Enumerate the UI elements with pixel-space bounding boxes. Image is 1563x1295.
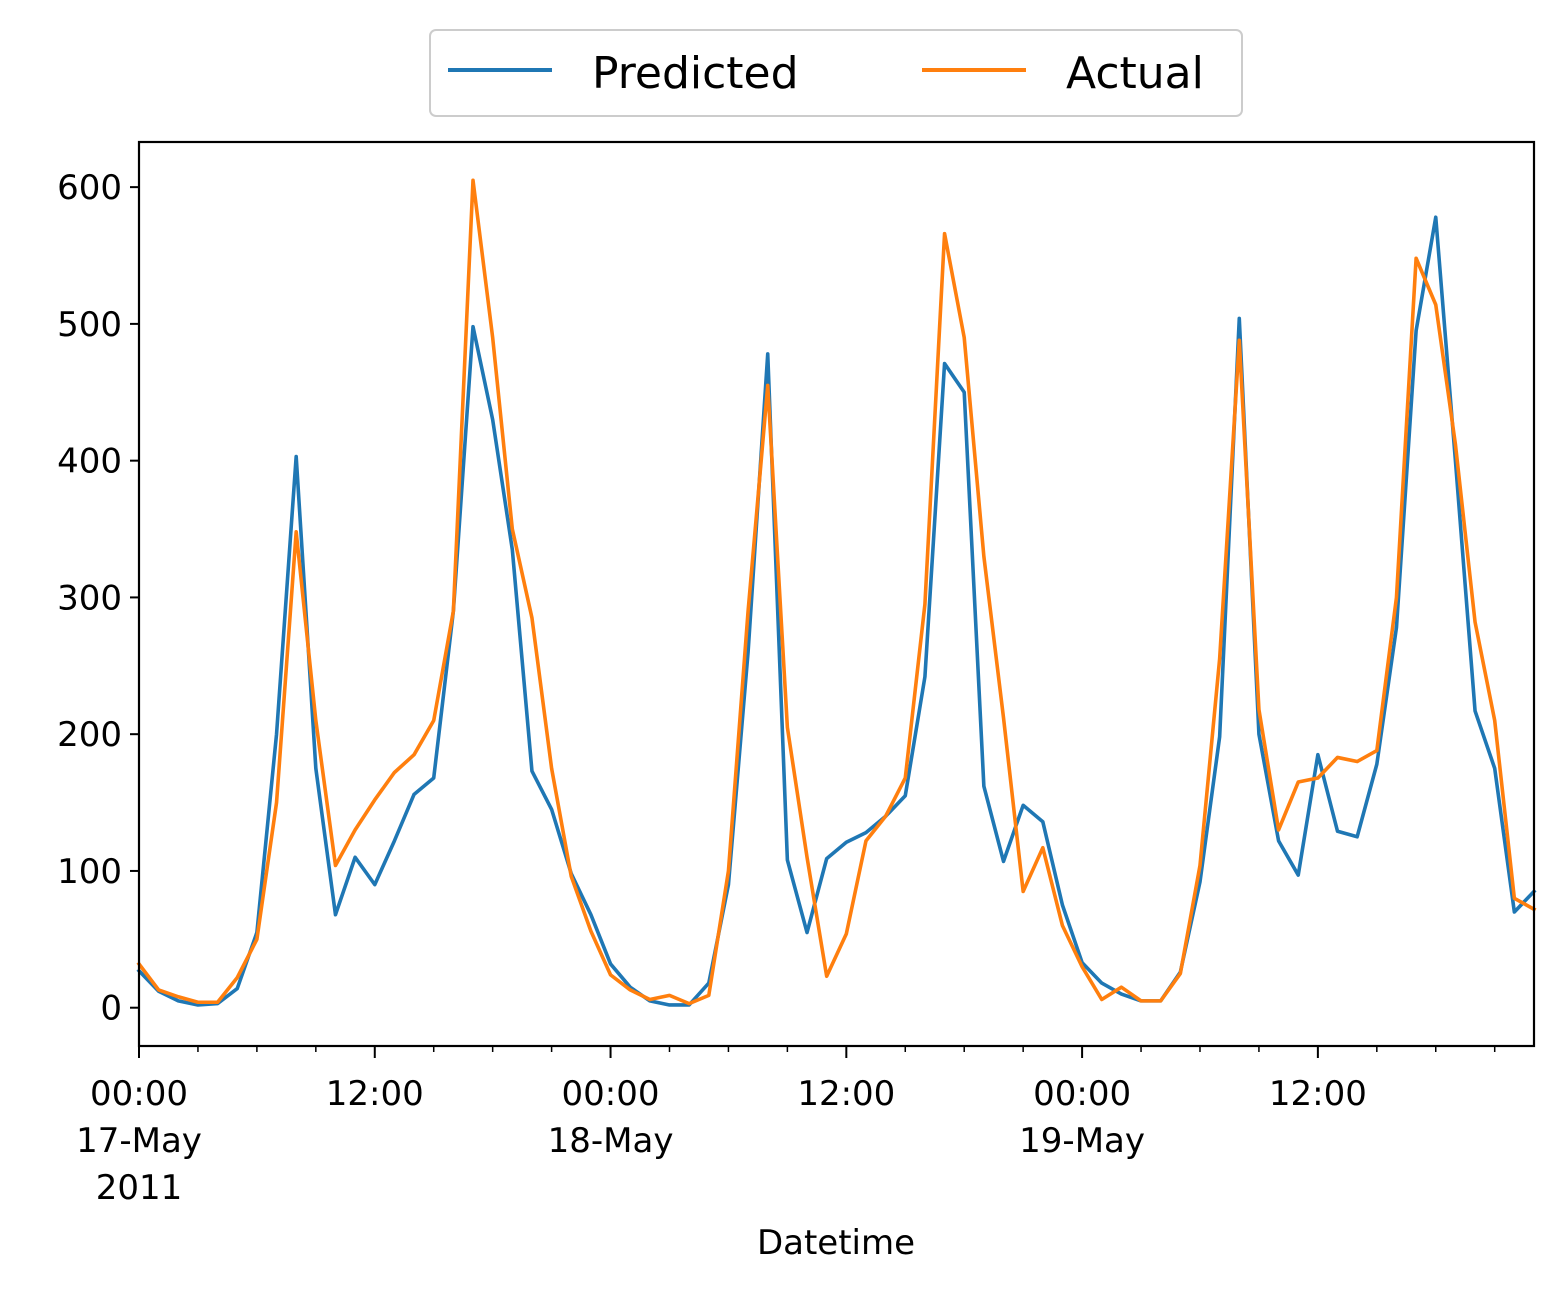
y-tick-label-500: 500 (57, 305, 122, 345)
x-axis-label: Datetime (757, 1223, 915, 1263)
y-axis: 0 100 200 300 400 500 600 (57, 168, 139, 1029)
x-axis: 00:00 17-May 2011 12:00 00:00 18-May 12:00 00:0… (76, 1046, 1496, 1208)
series-layer (136, 178, 1537, 1007)
x-tick-label-4-1: 19-May (1019, 1121, 1145, 1161)
legend-label-actual: Actual (1066, 48, 1204, 99)
y-tick-label-300: 300 (57, 578, 122, 618)
x-tick-label-0-2: 2011 (96, 1168, 183, 1208)
y-tick-label-600: 600 (57, 168, 122, 208)
x-tick-label-5-0: 12:00 (1269, 1074, 1367, 1114)
x-tick-label-0-1: 17-May (76, 1121, 202, 1161)
x-tick-label-1-0: 12:00 (326, 1074, 424, 1114)
series-line-predicted (136, 215, 1537, 1007)
y-tick-label-100: 100 (57, 852, 122, 892)
legend-box (429, 29, 1243, 117)
x-tick-label-0-0: 00:00 (90, 1074, 188, 1114)
x-tick-label-2-0: 00:00 (562, 1074, 660, 1114)
plot-area-frame (137, 140, 1536, 1048)
series-line-actual (136, 178, 1537, 1006)
x-tick-label-3-0: 12:00 (797, 1074, 895, 1114)
x-tick-label-4-0: 00:00 (1033, 1074, 1131, 1114)
legend: Predicted Actual (429, 29, 1243, 117)
legend-label-predicted: Predicted (592, 48, 799, 99)
y-tick-label-400: 400 (57, 442, 122, 482)
y-tick-label-200: 200 (57, 715, 122, 755)
y-tick-label-0: 0 (100, 989, 122, 1029)
x-tick-label-2-1: 18-May (548, 1121, 674, 1161)
